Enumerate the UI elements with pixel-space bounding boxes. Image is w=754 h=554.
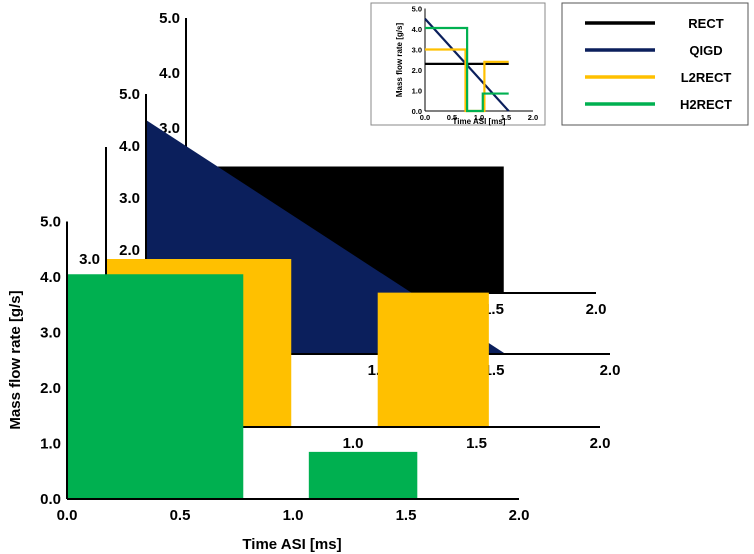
x-tick-label: 1.5 — [466, 435, 487, 452]
x-tick-label: 1.0 — [283, 507, 304, 524]
inset-y-tick: 2.0 — [412, 66, 422, 75]
y-tick-label: 3.0 — [40, 325, 61, 342]
inset-x-tick: 2.0 — [528, 113, 538, 122]
inset-y-tick: 4.0 — [412, 25, 422, 34]
y-tick-label: 5.0 — [40, 214, 61, 231]
legend-label-rect: RECT — [688, 16, 723, 31]
inset-y-title: Mass flow rate [g/s] — [395, 23, 404, 98]
y-tick-label: 3.0 — [119, 190, 140, 207]
x-tick-label: 1.0 — [343, 435, 364, 452]
series-area-h2rect — [67, 274, 418, 499]
inset-x-tick: 1.0 — [474, 113, 484, 122]
layer-h2rect: 0.0 0.5 1.0 1.5 2.0 0.0 1.0 2.0 3.0 4.0 5.0 — [40, 214, 529, 525]
inset-y-tick: 1.0 — [412, 87, 422, 96]
y-axis-title: Mass flow rate [g/s] — [7, 290, 24, 429]
legend-label-l2rect: L2RECT — [681, 70, 732, 85]
inset-x-title: Time ASI [ms] — [453, 117, 506, 126]
inset-line-h2rect — [425, 26, 509, 113]
y-tick-label: 4.0 — [119, 138, 140, 155]
x-tick-label: 2.0 — [600, 362, 621, 379]
y-tick-label: 5.0 — [159, 10, 180, 27]
y-tick-label: 4.0 — [40, 269, 61, 286]
inset-x-tick: 1.5 — [501, 113, 511, 122]
x-axis-title: Time ASI [ms] — [242, 536, 341, 553]
y-tick-label: 4.0 — [159, 65, 180, 82]
inset-y-tick: 5.0 — [412, 5, 422, 14]
x-tick-label: 2.0 — [509, 507, 530, 524]
inset-y-tick: 3.0 — [412, 46, 422, 55]
legend-label-qigd: QIGD — [689, 43, 722, 58]
x-tick-label: 0.5 — [170, 507, 191, 524]
y-tick-label: 2.0 — [40, 380, 61, 397]
inset-x-tick: 0.0 — [420, 113, 430, 122]
y-tick-label: 1.0 — [40, 436, 61, 453]
x-tick-label: 2.0 — [590, 435, 611, 452]
legend-label-h2rect: H2RECT — [680, 97, 732, 112]
y-tick-label: 3.0 — [79, 251, 100, 268]
y-tick-label: 0.0 — [40, 491, 61, 508]
y-tick-label: 2.0 — [119, 242, 140, 259]
inset-y-tick: 0.0 — [412, 107, 422, 116]
x-tick-label: 0.0 — [57, 507, 78, 524]
x-tick-label: 1.5 — [396, 507, 417, 524]
y-tick-label: 5.0 — [119, 86, 140, 103]
x-tick-label: 2.0 — [586, 301, 607, 318]
inset-x-tick: 0.5 — [447, 113, 457, 122]
